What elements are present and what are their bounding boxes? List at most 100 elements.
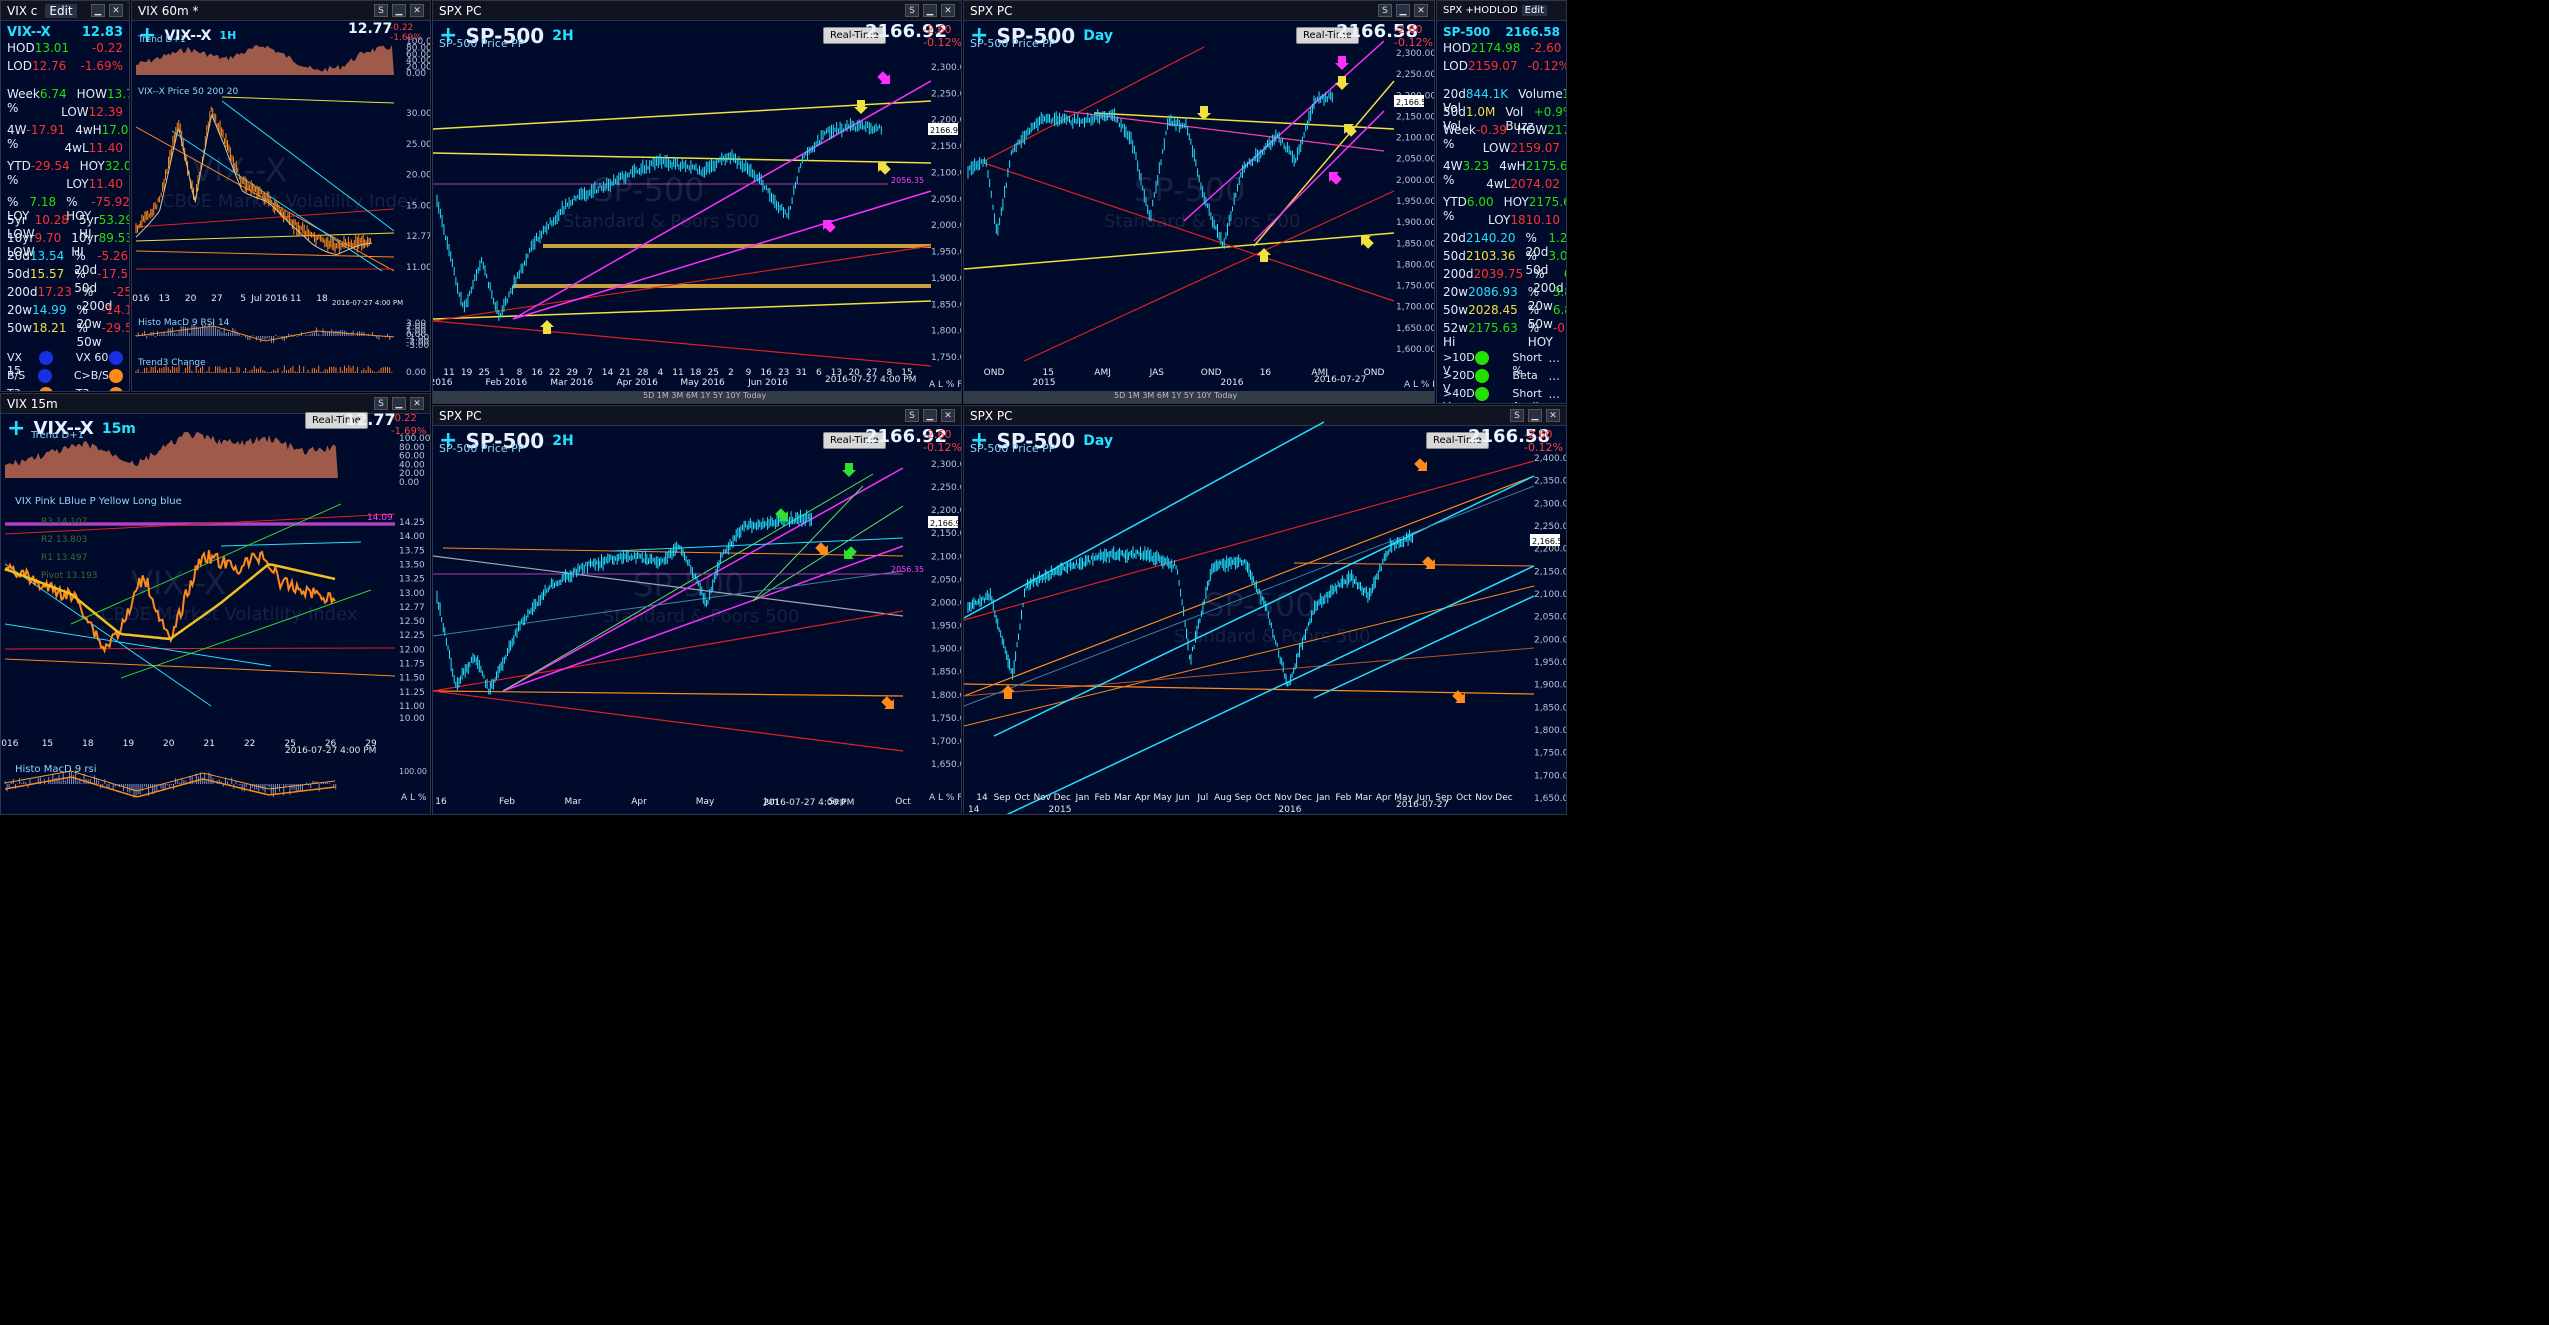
realtime-badge[interactable]: Real-Time — [1296, 27, 1359, 44]
close-icon[interactable]: ✕ — [1546, 409, 1560, 422]
row-label: 20w — [7, 303, 33, 317]
realtime-badge[interactable]: Real-Time — [1426, 432, 1489, 449]
spx-2h-bottom-chart-window[interactable]: SPX PC S ▁ ✕ + SP-500 2H Real-Time 2166.92 -… — [432, 405, 962, 815]
minimize-icon[interactable]: ▁ — [91, 4, 105, 17]
period-selector[interactable]: 2H — [552, 27, 574, 44]
row-label-right: % HOY — [66, 195, 92, 223]
window-title: SPX PC — [439, 3, 482, 18]
month-x-tick: Feb 2016 — [486, 378, 528, 388]
add-symbol-icon[interactable]: + — [439, 23, 458, 48]
row-label-right: % HOY — [1527, 321, 1553, 349]
price-y-tick: 13.75 — [399, 546, 425, 556]
time-x-tick: AMJ — [1094, 368, 1111, 378]
edit-button[interactable]: Edit — [1521, 5, 1548, 16]
price-y-tick: 1,950.00 — [931, 248, 962, 258]
chart-symbol[interactable]: SP-500 — [996, 428, 1076, 453]
add-symbol-icon[interactable]: + — [138, 23, 157, 48]
row-label-right: 4wL — [64, 141, 89, 155]
edit-button[interactable]: Edit — [45, 3, 77, 18]
signal-dot-right: ... — [1548, 369, 1560, 383]
green-channel-line — [70, 503, 342, 625]
chart-symbol[interactable]: SP-500 — [996, 23, 1076, 48]
period-buttons[interactable]: 5D 1M 3M 6M 1Y 5Y 10Y Today — [643, 391, 767, 400]
period-selector[interactable]: 2H — [552, 432, 574, 449]
chart-symbol[interactable]: SP-500 — [465, 428, 545, 453]
time-x-tick: 20 — [163, 739, 175, 749]
realtime-badge[interactable]: Real-Time — [823, 432, 886, 449]
period-buttons[interactable]: 5D 1M 3M 6M 1Y 5Y 10Y Today — [1114, 391, 1238, 400]
quote-row: % LOY 7.18 % HOY -75.92 — [7, 195, 129, 223]
row-value-right: -0.42 — [1552, 321, 1566, 335]
price-y-tick: 11.00 — [399, 702, 425, 712]
row-label: YTD % — [1443, 195, 1467, 223]
quote-row: LOD 2159.07 -0.12% — [1443, 59, 1566, 77]
spx-day-bottom-chart-window[interactable]: SPX PC S ▁ ✕ + SP-500 Day Real-Time 2166.58 … — [963, 405, 1567, 815]
row-value: 6.00 — [1466, 195, 1494, 209]
minimize-icon[interactable]: ▁ — [392, 4, 406, 17]
row-value: 14.99 — [32, 303, 67, 317]
add-symbol-icon[interactable]: + — [970, 23, 989, 48]
minimize-icon[interactable]: ▁ — [923, 409, 937, 422]
chart-symbol[interactable]: VIX--X — [33, 418, 94, 439]
chart-symbol[interactable]: VIX--X — [164, 27, 212, 44]
spx-day-top-chart-window[interactable]: SPX PC S ▁ ✕ + SP-500 Day Real-Time 2166.58 … — [963, 0, 1435, 404]
vix-60m-chart-window[interactable]: VIX 60m * S ▁ ✕ + VIX--X 1H 12.77 -0.22 -1.69… — [131, 0, 431, 392]
red-trend-line — [433, 690, 904, 752]
price-y-tick: 2,300.00 — [931, 460, 962, 470]
period-selector[interactable]: 15m — [101, 420, 136, 437]
window-title: SPX PC — [970, 408, 1013, 423]
minimize-icon[interactable]: ▁ — [1528, 409, 1542, 422]
settings-icon[interactable]: S — [374, 4, 388, 17]
realtime-badge[interactable]: Real-Time — [305, 412, 368, 429]
trend-y-tick: 60.00 — [399, 452, 425, 462]
minimize-icon[interactable]: ▁ — [923, 4, 937, 17]
row-value — [1460, 213, 1478, 231]
settings-icon[interactable]: S — [1510, 409, 1524, 422]
settings-icon[interactable]: S — [905, 4, 919, 17]
close-icon[interactable]: ✕ — [941, 4, 955, 17]
close-icon[interactable]: ✕ — [1414, 4, 1428, 17]
add-symbol-icon[interactable]: + — [970, 428, 989, 453]
period-toolbar[interactable]: 5D 1M 3M 6M 1Y 5Y 10Y Today — [964, 391, 1434, 403]
add-symbol-icon[interactable]: + — [439, 428, 458, 453]
period-selector[interactable]: 1H — [219, 29, 237, 42]
month-x-tick: 2016 — [432, 378, 453, 388]
minimize-icon[interactable]: ▁ — [392, 397, 406, 410]
signal-label: >40D V — [1443, 387, 1475, 403]
row-label — [7, 177, 30, 195]
time-x-tick: 11 — [672, 368, 683, 378]
trend3-bars — [135, 365, 393, 373]
settings-icon[interactable]: S — [905, 409, 919, 422]
add-symbol-icon[interactable]: + — [7, 416, 26, 441]
magenta-channel-line — [502, 545, 904, 692]
settings-icon[interactable]: S — [1378, 4, 1392, 17]
close-icon[interactable]: ✕ — [410, 397, 424, 410]
period-selector[interactable]: Day — [1083, 27, 1113, 44]
vix-15m-chart-window[interactable]: VIX 15m S ▁ ✕ + VIX--X 15m Real-Time 12.77 -… — [0, 393, 431, 815]
chart-timestamp: 2016-07-27 4:00 PM — [763, 798, 855, 808]
period-toolbar[interactable]: 5D 1M 3M 6M 1Y 5Y 10Y Today — [433, 391, 961, 403]
period-selector[interactable]: Day — [1083, 432, 1113, 449]
month-x-tick: May 2016 — [680, 378, 725, 388]
chart-symbol[interactable]: SP-500 — [465, 23, 545, 48]
last-price-tag-bg — [928, 516, 958, 528]
spx-2h-top-chart-window[interactable]: SPX PC S ▁ ✕ + SP-500 2H Real-Time 2166.92 -… — [432, 0, 962, 404]
price-y-tick: 1,700.00 — [931, 737, 962, 747]
close-icon[interactable]: ✕ — [941, 409, 955, 422]
close-icon[interactable]: ✕ — [109, 4, 123, 17]
row-label — [7, 141, 30, 159]
settings-icon[interactable]: S — [374, 397, 388, 410]
close-icon[interactable]: ✕ — [410, 4, 424, 17]
realtime-badge[interactable]: Real-Time — [823, 27, 886, 44]
time-x-tick: May — [1153, 793, 1172, 803]
row-value-right: -29.54 — [101, 321, 129, 335]
minimize-icon[interactable]: ▁ — [1396, 4, 1410, 17]
